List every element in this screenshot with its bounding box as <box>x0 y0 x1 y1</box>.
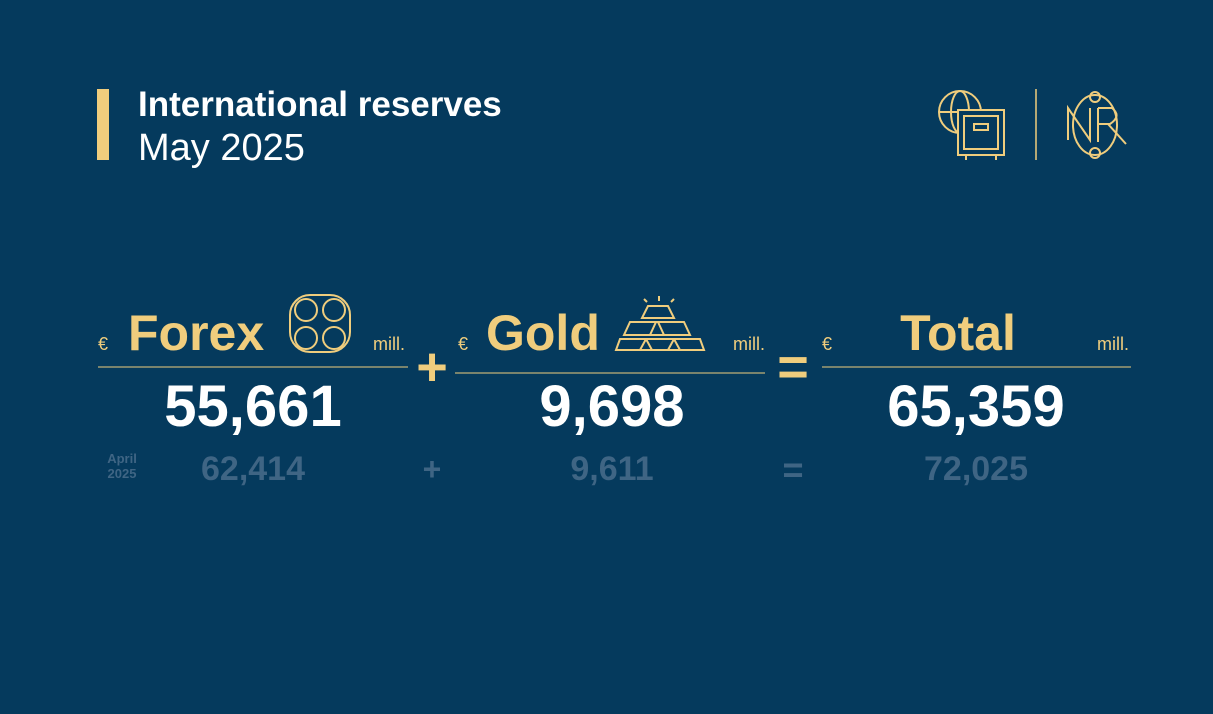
bank-logo <box>1067 91 1127 159</box>
currency: € <box>458 334 468 354</box>
previous-value: 72,025 <box>924 450 1028 488</box>
gold-bars-icon <box>614 296 706 351</box>
unit: mill. <box>1097 334 1129 354</box>
column-label: Forex <box>128 305 264 361</box>
column-label: Total <box>900 305 1016 361</box>
currency: € <box>98 334 108 354</box>
previous-month: April <box>107 451 137 466</box>
previous-operator: = <box>782 449 803 490</box>
current-value: 65,359 <box>887 374 1064 439</box>
previous-year: 2025 <box>108 466 137 481</box>
column-label: Gold <box>486 305 600 361</box>
title: International reserves <box>138 85 502 124</box>
subtitle: May 2025 <box>138 127 305 169</box>
previous-value: 62,414 <box>201 450 305 488</box>
unit: mill. <box>373 334 405 354</box>
operator: = <box>777 337 809 397</box>
unit: mill. <box>733 334 765 354</box>
current-value: 55,661 <box>164 374 341 439</box>
globe-safe-icon <box>938 90 1005 160</box>
operator: + <box>416 337 448 397</box>
currency: € <box>822 334 832 354</box>
previous-value: 9,611 <box>570 450 653 488</box>
previous-operator: + <box>423 451 442 487</box>
currency-icon <box>289 294 351 353</box>
current-value: 9,698 <box>539 374 684 439</box>
accent-bar <box>97 89 109 160</box>
